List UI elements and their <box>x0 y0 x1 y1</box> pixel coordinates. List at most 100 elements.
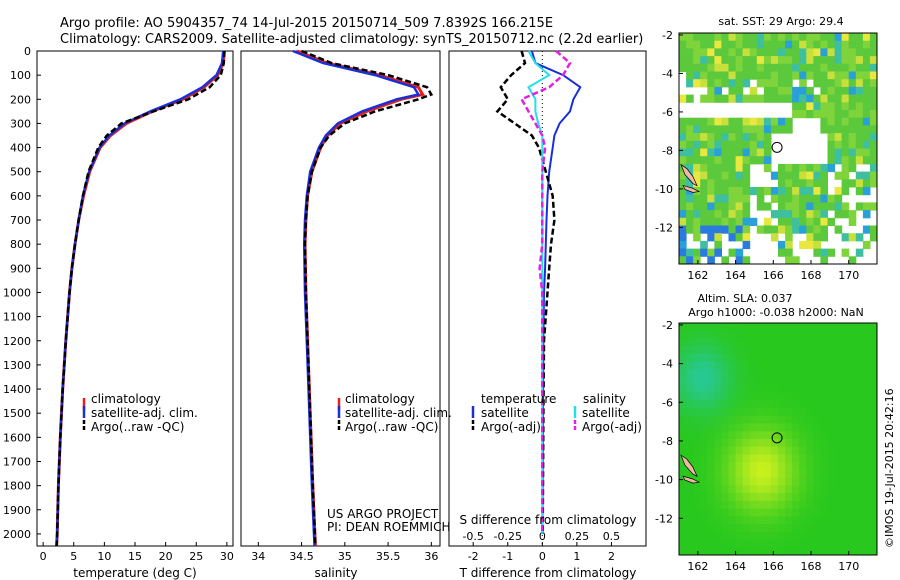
y-tick-label: -2 <box>662 29 673 42</box>
map-cell <box>855 477 864 486</box>
map-cell <box>714 63 722 72</box>
map-cell <box>742 539 751 548</box>
map-cell <box>792 171 800 180</box>
y-tick-label: 600 <box>10 190 31 203</box>
map-cell <box>862 508 871 517</box>
diff-s-xlabel: S difference from climatology <box>460 513 637 527</box>
map-cell <box>806 225 814 234</box>
map-cell <box>869 156 878 165</box>
map-cell <box>721 63 729 72</box>
map-cell <box>855 547 864 556</box>
map-cell <box>770 392 779 401</box>
map-cell <box>841 369 850 378</box>
map-cell <box>778 384 786 394</box>
map-cell <box>763 539 772 548</box>
map-cell <box>785 361 793 370</box>
map-cell <box>827 217 836 226</box>
map-cell <box>735 524 744 533</box>
map-cell <box>848 439 857 448</box>
map-cell <box>700 56 708 65</box>
map-cell <box>827 446 836 455</box>
map-cell <box>785 33 793 42</box>
map-cell <box>693 148 701 157</box>
map-cell <box>855 485 864 494</box>
map-cell <box>693 225 701 234</box>
map-cell <box>742 133 751 142</box>
map-cell <box>686 454 694 463</box>
map-cell <box>742 500 751 510</box>
map-cell <box>735 148 744 157</box>
map-cell <box>742 63 751 72</box>
map-cell <box>813 539 821 548</box>
map-cell <box>728 547 737 556</box>
map-cell <box>806 384 814 394</box>
map-cell <box>841 516 850 525</box>
map-cell <box>862 524 871 533</box>
sla-map-panel: Altim. SLA: 0.037 Argo h1000: -0.038 h20… <box>655 292 878 573</box>
map-cell <box>721 377 729 386</box>
map-cell <box>813 369 821 378</box>
map-cell <box>735 547 744 556</box>
map-cell <box>686 485 694 494</box>
map-cell <box>742 71 751 80</box>
map-cell <box>820 361 828 370</box>
map-cell <box>848 256 857 265</box>
map-cell <box>721 485 729 494</box>
map-cell <box>756 384 765 394</box>
map-cell <box>693 323 701 332</box>
map-cell <box>862 346 871 355</box>
map-cell <box>862 210 871 219</box>
y-tick-label: 1800 <box>3 480 31 493</box>
map-cell <box>799 415 807 424</box>
map-cell <box>813 33 821 42</box>
map-cell <box>770 508 779 517</box>
map-cell <box>700 384 708 394</box>
map-cell <box>693 423 701 432</box>
map-cell <box>806 56 814 65</box>
map-cell <box>778 462 786 471</box>
map-cell <box>686 117 694 126</box>
map-cell <box>749 431 758 440</box>
argo-position-marker <box>771 432 783 444</box>
map-cell <box>848 377 857 386</box>
map-cell <box>700 500 708 510</box>
map-cell <box>827 94 836 103</box>
map-cell <box>792 217 800 226</box>
map-cell <box>770 547 779 556</box>
x-tick-label: 5 <box>70 550 77 563</box>
map-cell <box>785 516 793 525</box>
map-cell <box>820 516 828 525</box>
map-cell <box>686 346 694 355</box>
map-cell <box>827 202 836 211</box>
map-cell <box>735 202 744 211</box>
map-cell <box>778 225 786 234</box>
map-cell <box>756 454 765 463</box>
map-cell <box>700 117 708 126</box>
map-cell <box>778 248 786 257</box>
map-cell <box>792 392 800 401</box>
map-cell <box>813 233 821 242</box>
map-cell <box>806 94 814 103</box>
map-cell <box>869 454 878 463</box>
map-cell <box>770 117 779 126</box>
map-cell <box>700 163 708 173</box>
map-cell <box>799 179 807 188</box>
map-cell <box>778 524 786 533</box>
map-cell <box>799 86 807 96</box>
map-cell <box>855 392 864 401</box>
map-cell <box>778 117 786 126</box>
map-cell <box>855 63 864 72</box>
map-cell <box>770 469 779 479</box>
map-cell <box>820 102 828 111</box>
map-cell <box>728 56 737 65</box>
map-cell <box>848 524 857 533</box>
map-cell <box>778 338 786 347</box>
map-cell <box>714 163 722 173</box>
map-cell <box>707 469 715 479</box>
map-cell <box>728 323 737 332</box>
map-cell <box>707 330 715 339</box>
map-cell <box>700 225 708 234</box>
map-cell <box>735 194 744 203</box>
map-cell <box>862 431 871 440</box>
map-cell <box>686 524 694 533</box>
